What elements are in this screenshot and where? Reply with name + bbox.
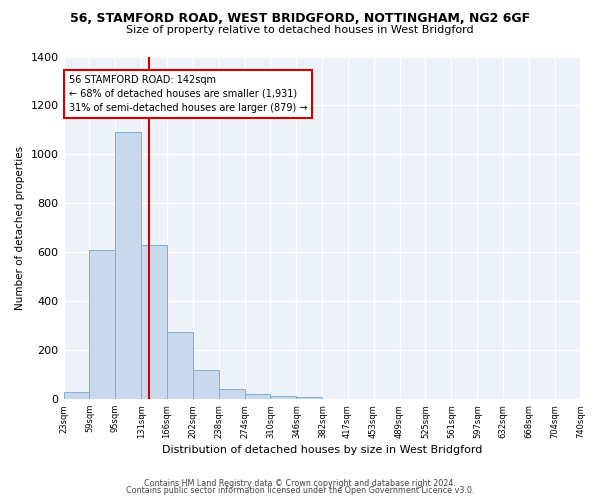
Text: Size of property relative to detached houses in West Bridgford: Size of property relative to detached ho… — [126, 25, 474, 35]
Text: Contains public sector information licensed under the Open Government Licence v3: Contains public sector information licen… — [126, 486, 474, 495]
Bar — [193, 370, 218, 399]
Bar — [115, 132, 142, 399]
Y-axis label: Number of detached properties: Number of detached properties — [15, 146, 25, 310]
Bar — [245, 394, 271, 399]
Bar — [64, 392, 89, 399]
Bar — [89, 250, 115, 399]
Bar — [167, 332, 193, 399]
Bar — [296, 397, 322, 399]
Text: Contains HM Land Registry data © Crown copyright and database right 2024.: Contains HM Land Registry data © Crown c… — [144, 478, 456, 488]
Bar — [142, 245, 167, 399]
Text: 56 STAMFORD ROAD: 142sqm
← 68% of detached houses are smaller (1,931)
31% of sem: 56 STAMFORD ROAD: 142sqm ← 68% of detach… — [68, 75, 307, 113]
Text: 56, STAMFORD ROAD, WEST BRIDGFORD, NOTTINGHAM, NG2 6GF: 56, STAMFORD ROAD, WEST BRIDGFORD, NOTTI… — [70, 12, 530, 26]
Bar — [271, 396, 296, 399]
X-axis label: Distribution of detached houses by size in West Bridgford: Distribution of detached houses by size … — [162, 445, 482, 455]
Bar — [218, 390, 245, 399]
